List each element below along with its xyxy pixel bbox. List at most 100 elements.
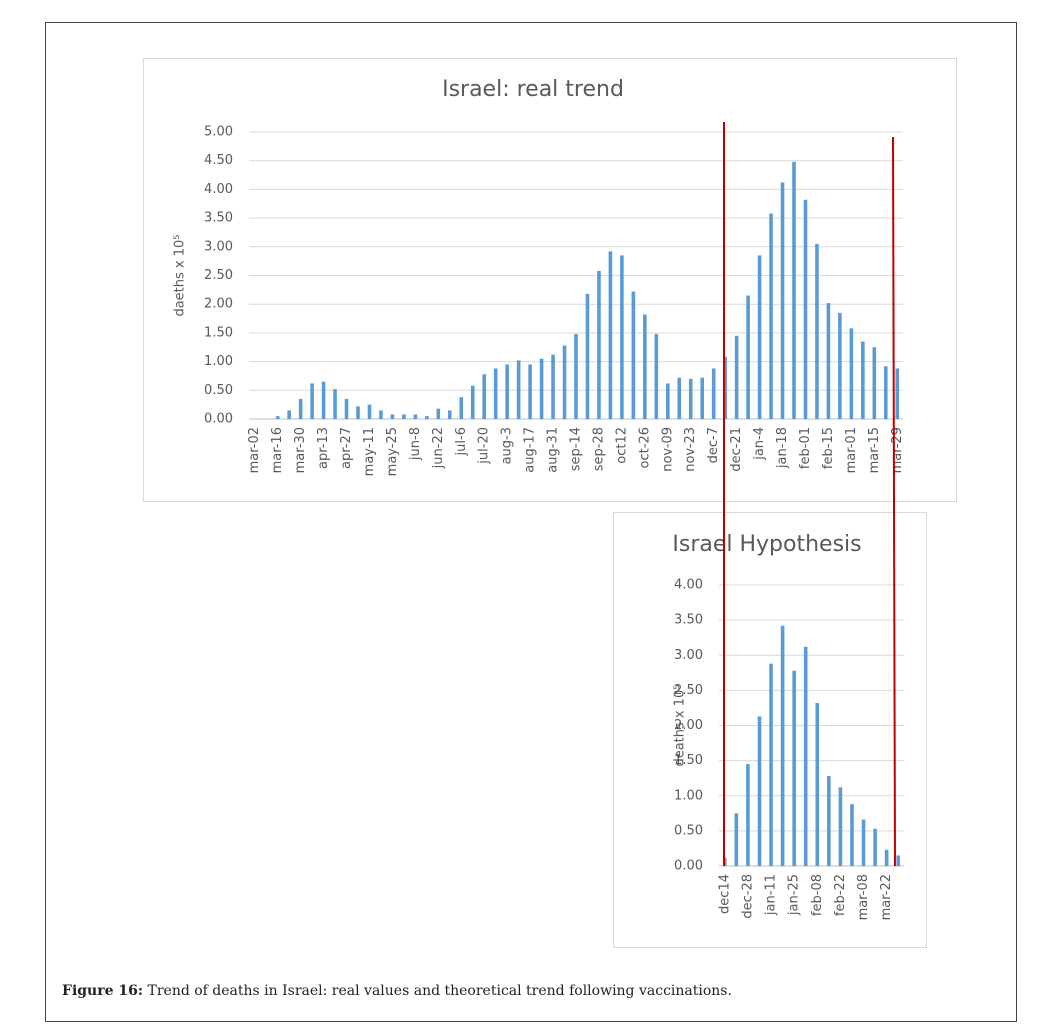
y-tick-label: 4.00 xyxy=(204,182,233,197)
x-tick-label: dec-21 xyxy=(729,427,744,472)
chart-title: Israel: real trend xyxy=(442,77,624,102)
y-tick-label: 4.00 xyxy=(674,578,703,593)
chart-title: Israel Hypothesis xyxy=(672,532,861,557)
bar xyxy=(585,293,590,419)
bar xyxy=(539,358,544,419)
bar xyxy=(620,255,624,419)
bar xyxy=(780,182,785,419)
bar xyxy=(895,368,900,419)
bar xyxy=(390,414,395,419)
bar xyxy=(861,819,866,866)
bar xyxy=(333,389,337,419)
bar xyxy=(746,295,750,419)
x-tick-label: jan-4 xyxy=(752,427,767,461)
bar xyxy=(711,368,716,419)
bar xyxy=(505,364,509,419)
bar xyxy=(734,813,739,866)
x-tick-label: sep-28 xyxy=(591,427,606,471)
y-tick-label: 1.50 xyxy=(204,325,233,340)
bar xyxy=(562,345,567,419)
bar xyxy=(436,408,441,419)
y-axis-title: deaths x 10⁵ xyxy=(673,684,688,766)
bar xyxy=(551,354,555,419)
bar xyxy=(850,804,854,866)
bar xyxy=(459,397,464,419)
bar xyxy=(838,787,843,866)
bar xyxy=(321,381,326,419)
x-tick-label: may-11 xyxy=(362,427,377,476)
bar xyxy=(298,398,303,419)
x-tick-label: feb-08 xyxy=(810,874,825,916)
bar xyxy=(493,368,498,419)
bar xyxy=(769,213,773,419)
x-tick-label: aug-17 xyxy=(523,427,538,473)
x-tick-label: feb-01 xyxy=(798,427,813,469)
bar xyxy=(677,377,682,419)
x-tick-label: oct-26 xyxy=(637,427,652,468)
x-tick-label: oct12 xyxy=(614,427,629,464)
bar xyxy=(896,855,901,866)
x-tick-label: mar-22 xyxy=(879,874,894,920)
x-tick-label: aug-3 xyxy=(500,427,515,464)
bar xyxy=(425,416,429,419)
bar xyxy=(827,776,831,866)
bar xyxy=(608,251,613,419)
x-tick-label: mar-02 xyxy=(247,427,262,473)
charts: Israel: real trend daeths x 10⁵ 0.00 0.50 1.… xyxy=(173,77,905,920)
bar xyxy=(275,416,280,419)
x-tick-label: mar-30 xyxy=(293,427,308,473)
y-axis-title: daeths x 10⁵ xyxy=(173,234,188,316)
x-tick-label: sep-14 xyxy=(569,427,584,471)
bar xyxy=(379,410,383,419)
bar xyxy=(574,334,578,419)
x-tick-label: dec14 xyxy=(717,874,732,914)
y-tick-label: 0.50 xyxy=(674,823,703,838)
bar xyxy=(344,398,349,419)
bar xyxy=(482,374,487,419)
bar xyxy=(356,406,360,419)
bar xyxy=(780,625,785,866)
x-tick-label: mar-16 xyxy=(270,427,285,473)
bar xyxy=(413,414,418,419)
y-tick-label: 0.00 xyxy=(204,412,233,427)
bar xyxy=(631,291,636,419)
bar xyxy=(815,703,820,866)
y-tick-label: 3.50 xyxy=(204,211,233,226)
y-tick-label: 2.00 xyxy=(204,297,233,312)
bar xyxy=(734,335,739,419)
y-tick-label: 1.00 xyxy=(204,354,233,369)
bar xyxy=(884,849,889,866)
x-tick-label: jan-11 xyxy=(764,874,779,916)
y-tick-label: 2.50 xyxy=(204,268,233,283)
bar xyxy=(769,663,773,866)
x-tick-label: dec-7 xyxy=(706,427,721,463)
bar xyxy=(402,414,406,419)
bar xyxy=(723,357,727,419)
bar xyxy=(643,314,647,419)
y-tick-label: 1.50 xyxy=(674,753,703,768)
y-tick-label: 3.50 xyxy=(674,613,703,628)
bar xyxy=(861,341,865,419)
bar xyxy=(654,334,659,419)
y-tick-label: 5.00 xyxy=(204,125,233,140)
y-tick-label: 0.00 xyxy=(674,859,703,874)
bar xyxy=(757,255,762,419)
y-tick-label: 4.50 xyxy=(204,153,233,168)
x-tick-label: nov-09 xyxy=(660,427,675,472)
bar xyxy=(757,716,762,866)
bar xyxy=(310,383,314,419)
x-tick-label: jan-25 xyxy=(787,874,802,916)
figure-frame xyxy=(45,22,1017,1022)
caption-text: Trend of deaths in Israel: real values a… xyxy=(147,983,732,999)
x-tick-label: apr-13 xyxy=(316,427,331,469)
marker-line xyxy=(892,136,896,867)
y-tick-label: 3.00 xyxy=(204,239,233,254)
bar xyxy=(849,328,854,419)
x-tick-label: feb-15 xyxy=(821,427,836,469)
bar xyxy=(516,360,521,419)
x-tick-label: mar-29 xyxy=(890,427,905,473)
bar xyxy=(872,347,877,419)
bar xyxy=(470,385,475,419)
bar xyxy=(873,828,877,866)
